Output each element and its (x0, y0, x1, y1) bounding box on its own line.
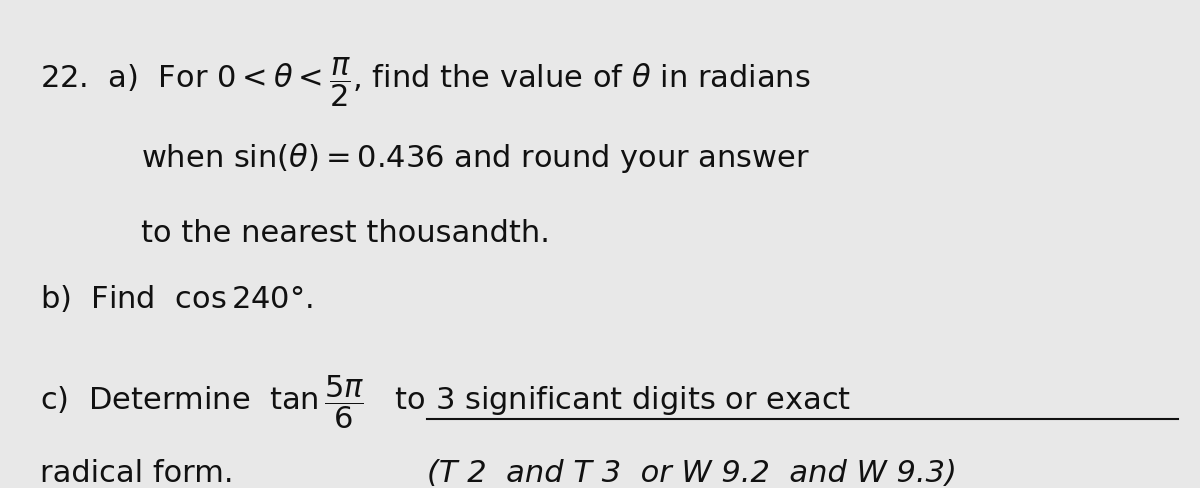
Text: when $\sin(\theta) = 0.436$ and round your answer: when $\sin(\theta) = 0.436$ and round yo… (142, 141, 810, 175)
Text: 22.  a)  For $0 < \theta < \dfrac{\pi}{2}$, find the value of $\theta$ in radian: 22. a) For $0 < \theta < \dfrac{\pi}{2}$… (40, 56, 810, 109)
Text: c)  Determine  $\tan \dfrac{5\pi}{6}$   to 3 significant digits or exact: c) Determine $\tan \dfrac{5\pi}{6}$ to 3… (40, 372, 851, 430)
Text: (T 2  and T 3  or W 9.2  and W 9.3): (T 2 and T 3 or W 9.2 and W 9.3) (427, 458, 958, 487)
Text: b)  Find  $\cos 240°$.: b) Find $\cos 240°$. (40, 283, 313, 313)
Text: to the nearest thousandth.: to the nearest thousandth. (142, 218, 550, 247)
Text: radical form.: radical form. (40, 458, 234, 487)
